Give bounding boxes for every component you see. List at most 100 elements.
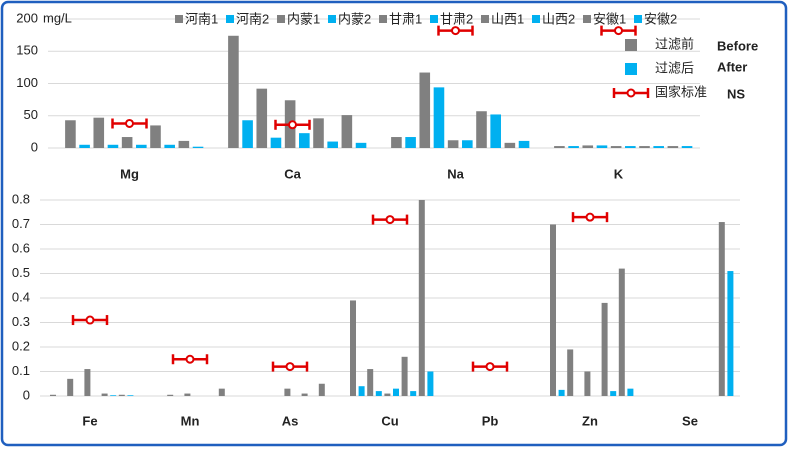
bar xyxy=(118,394,125,396)
legend-swatch xyxy=(430,15,438,23)
y-tick-label: 0.1 xyxy=(12,363,30,378)
bar xyxy=(299,133,310,148)
legend-label: 河南2 xyxy=(236,11,269,26)
bar xyxy=(136,144,147,148)
bar xyxy=(433,87,445,148)
y-tick-label: 0 xyxy=(23,387,30,402)
bar xyxy=(127,395,134,396)
standard-marker xyxy=(437,25,474,36)
bar xyxy=(681,146,693,148)
bar xyxy=(625,146,636,148)
standard-marker xyxy=(71,315,109,326)
bar xyxy=(375,391,382,396)
bar xyxy=(121,137,133,148)
bar xyxy=(79,144,90,148)
bar xyxy=(610,146,622,148)
marker-part xyxy=(626,88,636,98)
x-tick-label: Mg xyxy=(120,166,139,181)
legend-label-en: Before xyxy=(717,38,758,53)
y-tick-label: 50 xyxy=(24,107,38,122)
standard-marker xyxy=(600,25,637,36)
bar xyxy=(718,222,725,396)
bar xyxy=(358,386,365,396)
legend-label: 河南1 xyxy=(185,11,218,26)
bar xyxy=(65,120,76,148)
marker-part xyxy=(614,26,623,36)
bar xyxy=(110,395,117,396)
bar xyxy=(410,391,417,396)
legend-swatch xyxy=(226,15,234,23)
bar xyxy=(167,394,174,396)
bar xyxy=(727,271,734,396)
bar xyxy=(355,142,367,148)
x-tick-label: As xyxy=(282,413,299,428)
bar xyxy=(653,146,664,148)
marker-part xyxy=(485,362,495,372)
legend-swatch xyxy=(625,39,637,51)
bar xyxy=(301,393,308,396)
bar xyxy=(218,388,225,396)
y-tick-label: 0.6 xyxy=(12,240,30,255)
legend-label: 内蒙1 xyxy=(287,11,320,26)
bar xyxy=(618,268,625,396)
x-tick-label: K xyxy=(614,166,624,181)
legend-label: 过滤后 xyxy=(655,60,694,75)
marker-part xyxy=(288,120,297,130)
standard-marker xyxy=(471,361,509,372)
legend-label: 过滤前 xyxy=(655,36,694,51)
bar xyxy=(367,369,374,396)
marker-part xyxy=(85,315,95,325)
bar xyxy=(490,114,501,148)
y-tick-label: 100 xyxy=(16,75,38,90)
legend-swatch xyxy=(328,15,336,23)
x-tick-label: Cu xyxy=(381,413,398,428)
y-tick-label: 0.2 xyxy=(12,338,30,353)
bar xyxy=(584,371,591,396)
legend-label: 国家标准 xyxy=(655,84,707,99)
standard-marker xyxy=(274,119,311,130)
standard-marker xyxy=(371,214,409,225)
bar xyxy=(405,137,416,148)
marker-part xyxy=(125,118,134,128)
legend-swatch xyxy=(625,63,637,75)
y-tick-label: 0.8 xyxy=(12,191,30,206)
y-tick-label: 0.7 xyxy=(12,216,30,231)
legend-label-en: After xyxy=(717,59,747,74)
bar xyxy=(567,349,574,396)
y-tick-label: 0 xyxy=(31,139,38,154)
bar xyxy=(401,356,408,396)
legend-label: 安徽1 xyxy=(593,11,626,26)
bar xyxy=(256,88,268,148)
standard-marker xyxy=(271,361,309,372)
x-tick-label: Zn xyxy=(582,413,598,428)
bar xyxy=(582,145,594,148)
standard-marker xyxy=(171,354,209,365)
bar xyxy=(192,146,204,148)
bar xyxy=(178,140,190,148)
bar xyxy=(327,141,338,148)
bar xyxy=(150,125,161,148)
bar xyxy=(101,393,108,396)
y-tick-label: 150 xyxy=(16,43,38,58)
bar xyxy=(518,140,530,148)
bar xyxy=(318,383,325,396)
bar xyxy=(601,302,608,396)
frame xyxy=(0,0,788,447)
bar xyxy=(504,142,516,148)
legend-swatch xyxy=(532,15,540,23)
bar xyxy=(164,144,175,148)
x-tick-label: Na xyxy=(447,166,464,181)
bar xyxy=(84,369,91,396)
bar xyxy=(341,115,353,148)
bar xyxy=(93,117,105,148)
legend-swatch xyxy=(634,15,642,23)
x-tick-label: Ca xyxy=(284,166,301,181)
bar xyxy=(393,388,399,396)
legend-label: 安徽2 xyxy=(644,11,677,26)
bar xyxy=(667,146,679,148)
bar xyxy=(554,146,565,148)
marker-part xyxy=(285,362,295,372)
bar xyxy=(427,371,434,396)
standard-marker xyxy=(111,118,148,129)
bar xyxy=(67,378,74,396)
